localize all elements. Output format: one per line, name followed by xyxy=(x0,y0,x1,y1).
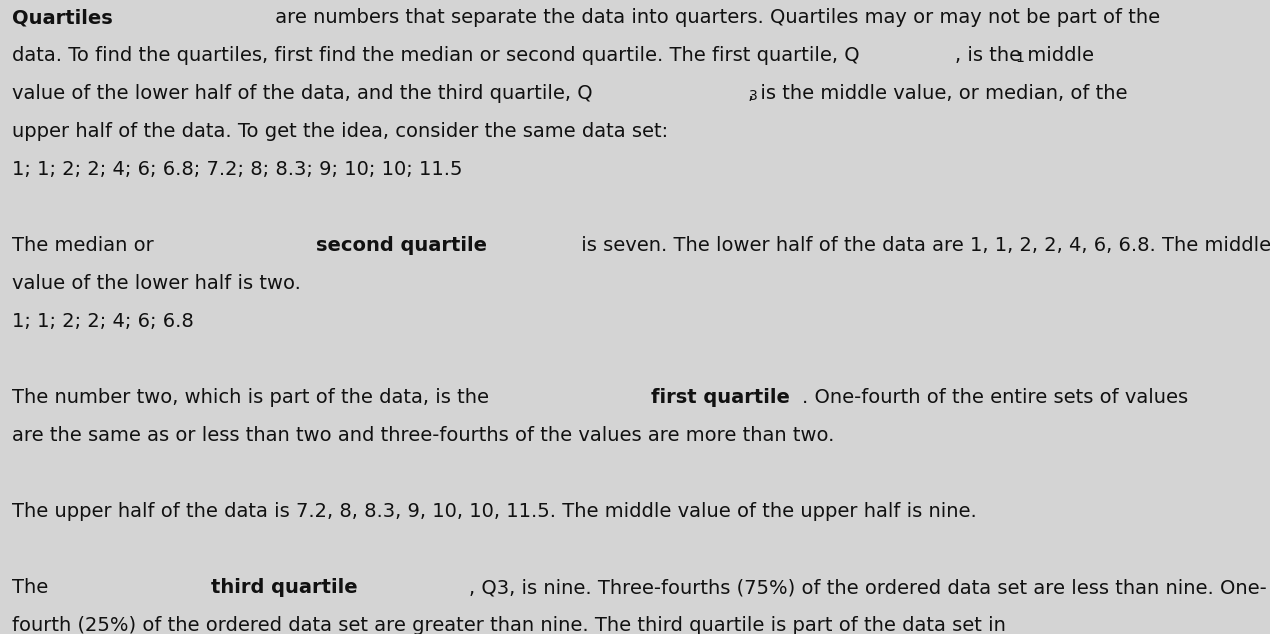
Text: data. To find the quartiles, first find the median or second quartile. The first: data. To find the quartiles, first find … xyxy=(11,46,860,65)
Text: 1; 1; 2; 2; 4; 6; 6.8; 7.2; 8; 8.3; 9; 10; 10; 11.5: 1; 1; 2; 2; 4; 6; 6.8; 7.2; 8; 8.3; 9; 1… xyxy=(11,160,462,179)
Text: value of the lower half is two.: value of the lower half is two. xyxy=(11,274,301,293)
Text: are numbers that separate the data into quarters. Quartiles may or may not be pa: are numbers that separate the data into … xyxy=(269,8,1160,27)
Text: fourth (25%) of the ordered data set are greater than nine. The third quartile i: fourth (25%) of the ordered data set are… xyxy=(11,616,1006,634)
Text: are the same as or less than two and three-fourths of the values are more than t: are the same as or less than two and thr… xyxy=(11,426,834,445)
Text: The number two, which is part of the data, is the: The number two, which is part of the dat… xyxy=(11,388,495,407)
Text: 1: 1 xyxy=(1016,51,1025,65)
Text: Quartiles: Quartiles xyxy=(11,8,113,27)
Text: is seven. The lower half of the data are 1, 1, 2, 2, 4, 6, 6.8. The middle: is seven. The lower half of the data are… xyxy=(575,236,1270,255)
Text: first quartile: first quartile xyxy=(652,388,790,407)
Text: , is the middle value, or median, of the: , is the middle value, or median, of the xyxy=(748,84,1128,103)
Text: third quartile: third quartile xyxy=(211,578,357,597)
Text: The median or: The median or xyxy=(11,236,160,255)
Text: 1; 1; 2; 2; 4; 6; 6.8: 1; 1; 2; 2; 4; 6; 6.8 xyxy=(11,312,194,331)
Text: second quartile: second quartile xyxy=(316,236,488,255)
Text: The: The xyxy=(11,578,55,597)
Text: , Q3, is nine. Three-fourths (75%) of the ordered data set are less than nine. O: , Q3, is nine. Three-fourths (75%) of th… xyxy=(469,578,1266,597)
Text: . One-fourth of the entire sets of values: . One-fourth of the entire sets of value… xyxy=(803,388,1189,407)
Text: The upper half of the data is 7.2, 8, 8.3, 9, 10, 10, 11.5. The middle value of : The upper half of the data is 7.2, 8, 8.… xyxy=(11,502,977,521)
Text: upper half of the data. To get the idea, consider the same data set:: upper half of the data. To get the idea,… xyxy=(11,122,668,141)
Text: value of the lower half of the data, and the third quartile, Q: value of the lower half of the data, and… xyxy=(11,84,593,103)
Text: 3: 3 xyxy=(749,89,757,103)
Text: , is the middle: , is the middle xyxy=(955,46,1093,65)
